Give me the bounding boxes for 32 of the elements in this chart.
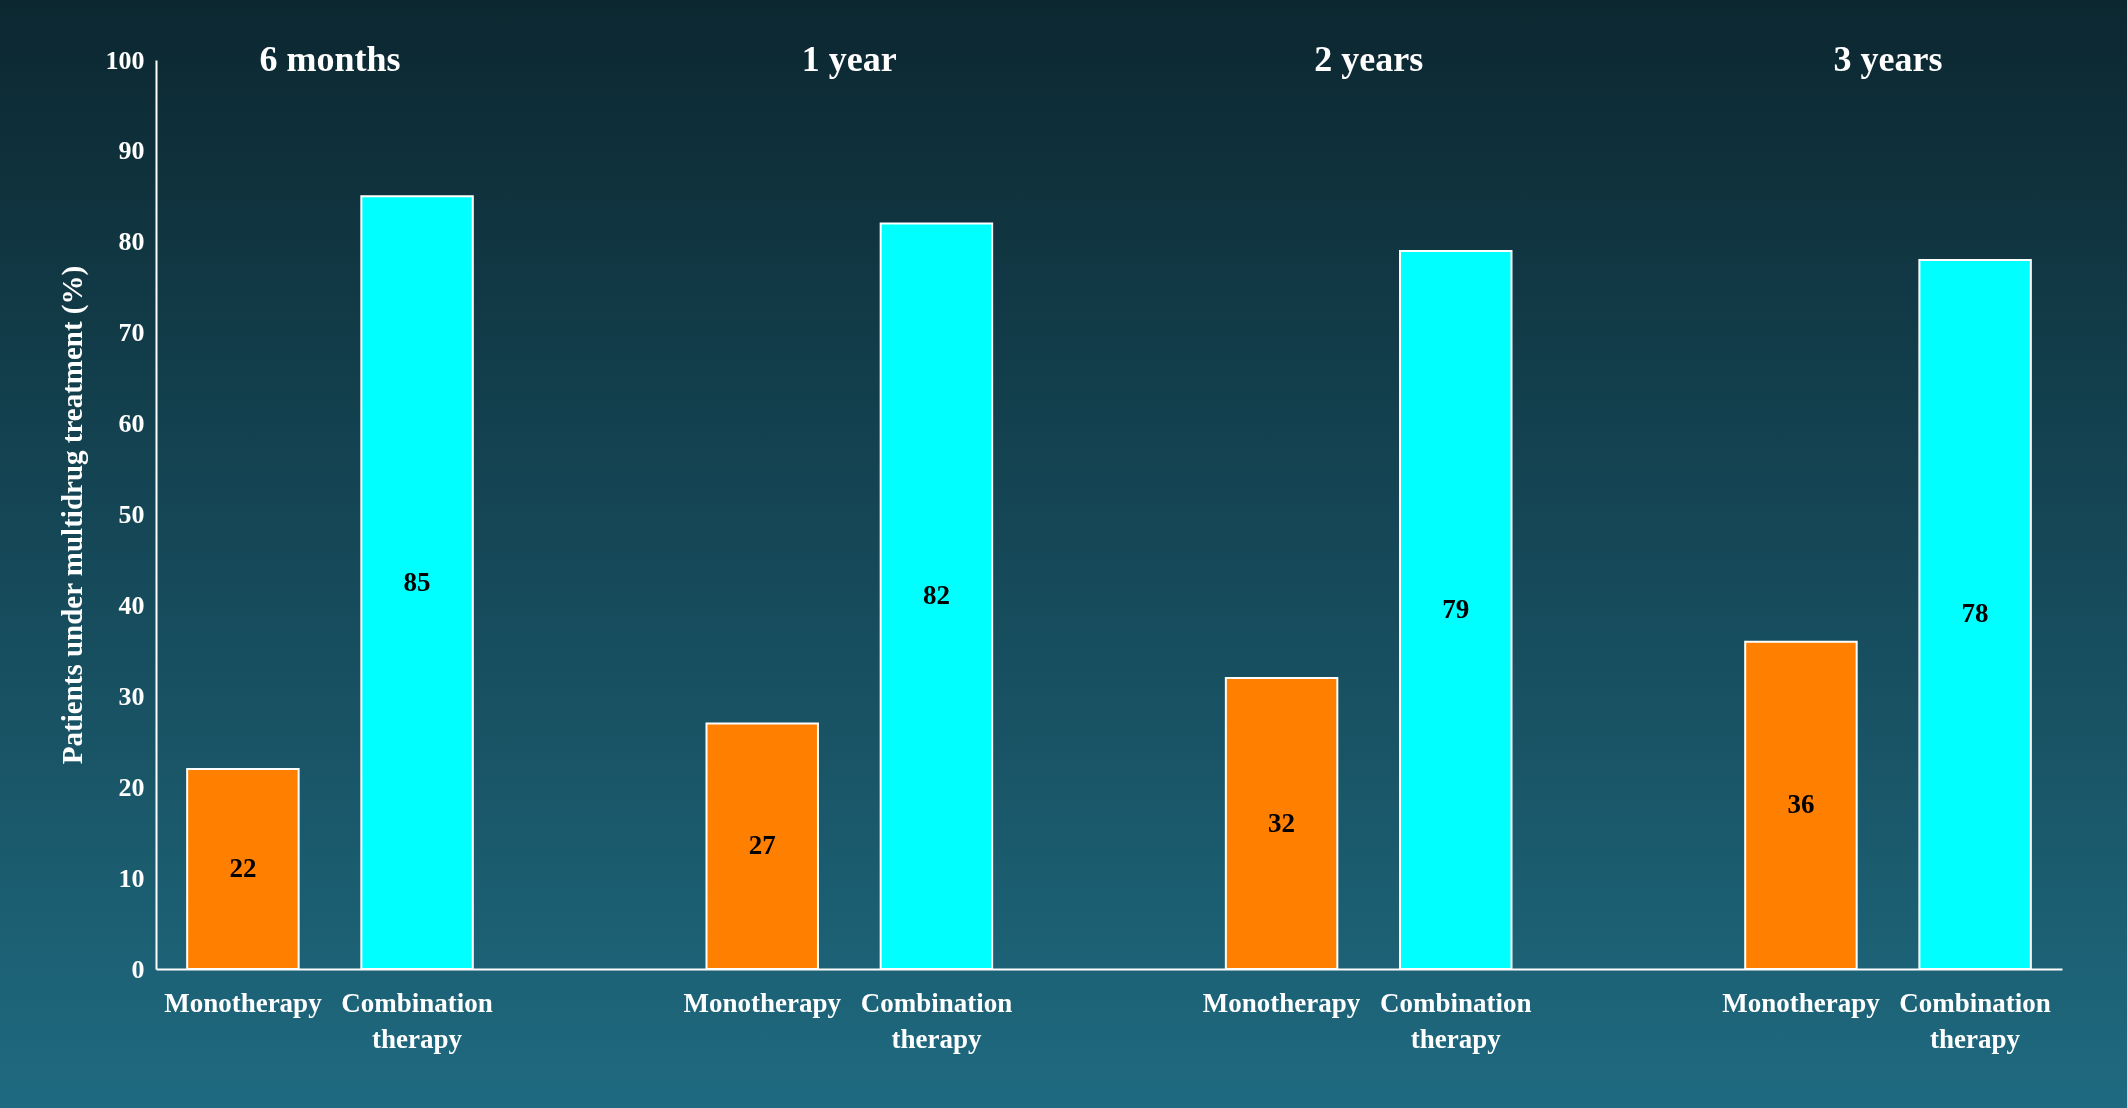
data-label: 85 xyxy=(403,566,431,597)
y-tick-label: 40 xyxy=(118,590,145,620)
x-tick-label: 3 years xyxy=(1833,39,1943,79)
data-label: 27 xyxy=(748,830,776,861)
x-tick-label: 2 years xyxy=(1314,39,1424,79)
data-label: 32 xyxy=(1268,807,1296,838)
series-label: Monotherapy xyxy=(164,988,323,1018)
data-label: 82 xyxy=(922,580,950,611)
y-tick-label: 50 xyxy=(118,500,145,529)
text: Combination therapy xyxy=(1899,988,2051,1054)
text: Monotherapy xyxy=(1202,988,1361,1018)
text: Combination therapy xyxy=(860,988,1013,1054)
y-tick-label: 80 xyxy=(118,227,145,257)
y-axis-title: Patients under multidrug treatment (%) xyxy=(55,265,89,765)
y-tick-label: 100 xyxy=(105,45,145,75)
y-tick-label: 90 xyxy=(118,136,145,166)
x-tick-label: 1 year xyxy=(801,39,897,79)
y-tick-label: 20 xyxy=(118,772,145,802)
text: Monotherapy xyxy=(683,988,841,1018)
y-tick-label: 70 xyxy=(118,318,145,348)
y-tick-label: 10 xyxy=(118,863,145,893)
text: Combination therapy xyxy=(341,988,493,1054)
x-tick-label: 6 months xyxy=(259,39,401,79)
data-label: 79 xyxy=(1442,593,1470,624)
y-tick-label: 60 xyxy=(118,409,145,439)
series-label: Combination therapy xyxy=(1379,988,1532,1054)
data-label: 22 xyxy=(229,853,257,884)
y-tick-label: 0 xyxy=(131,954,145,984)
data-label: 78 xyxy=(1961,598,1989,629)
text: Monotherapy xyxy=(1722,988,1880,1018)
y-tick-label: 30 xyxy=(118,681,145,711)
data-label: 36 xyxy=(1787,789,1815,820)
